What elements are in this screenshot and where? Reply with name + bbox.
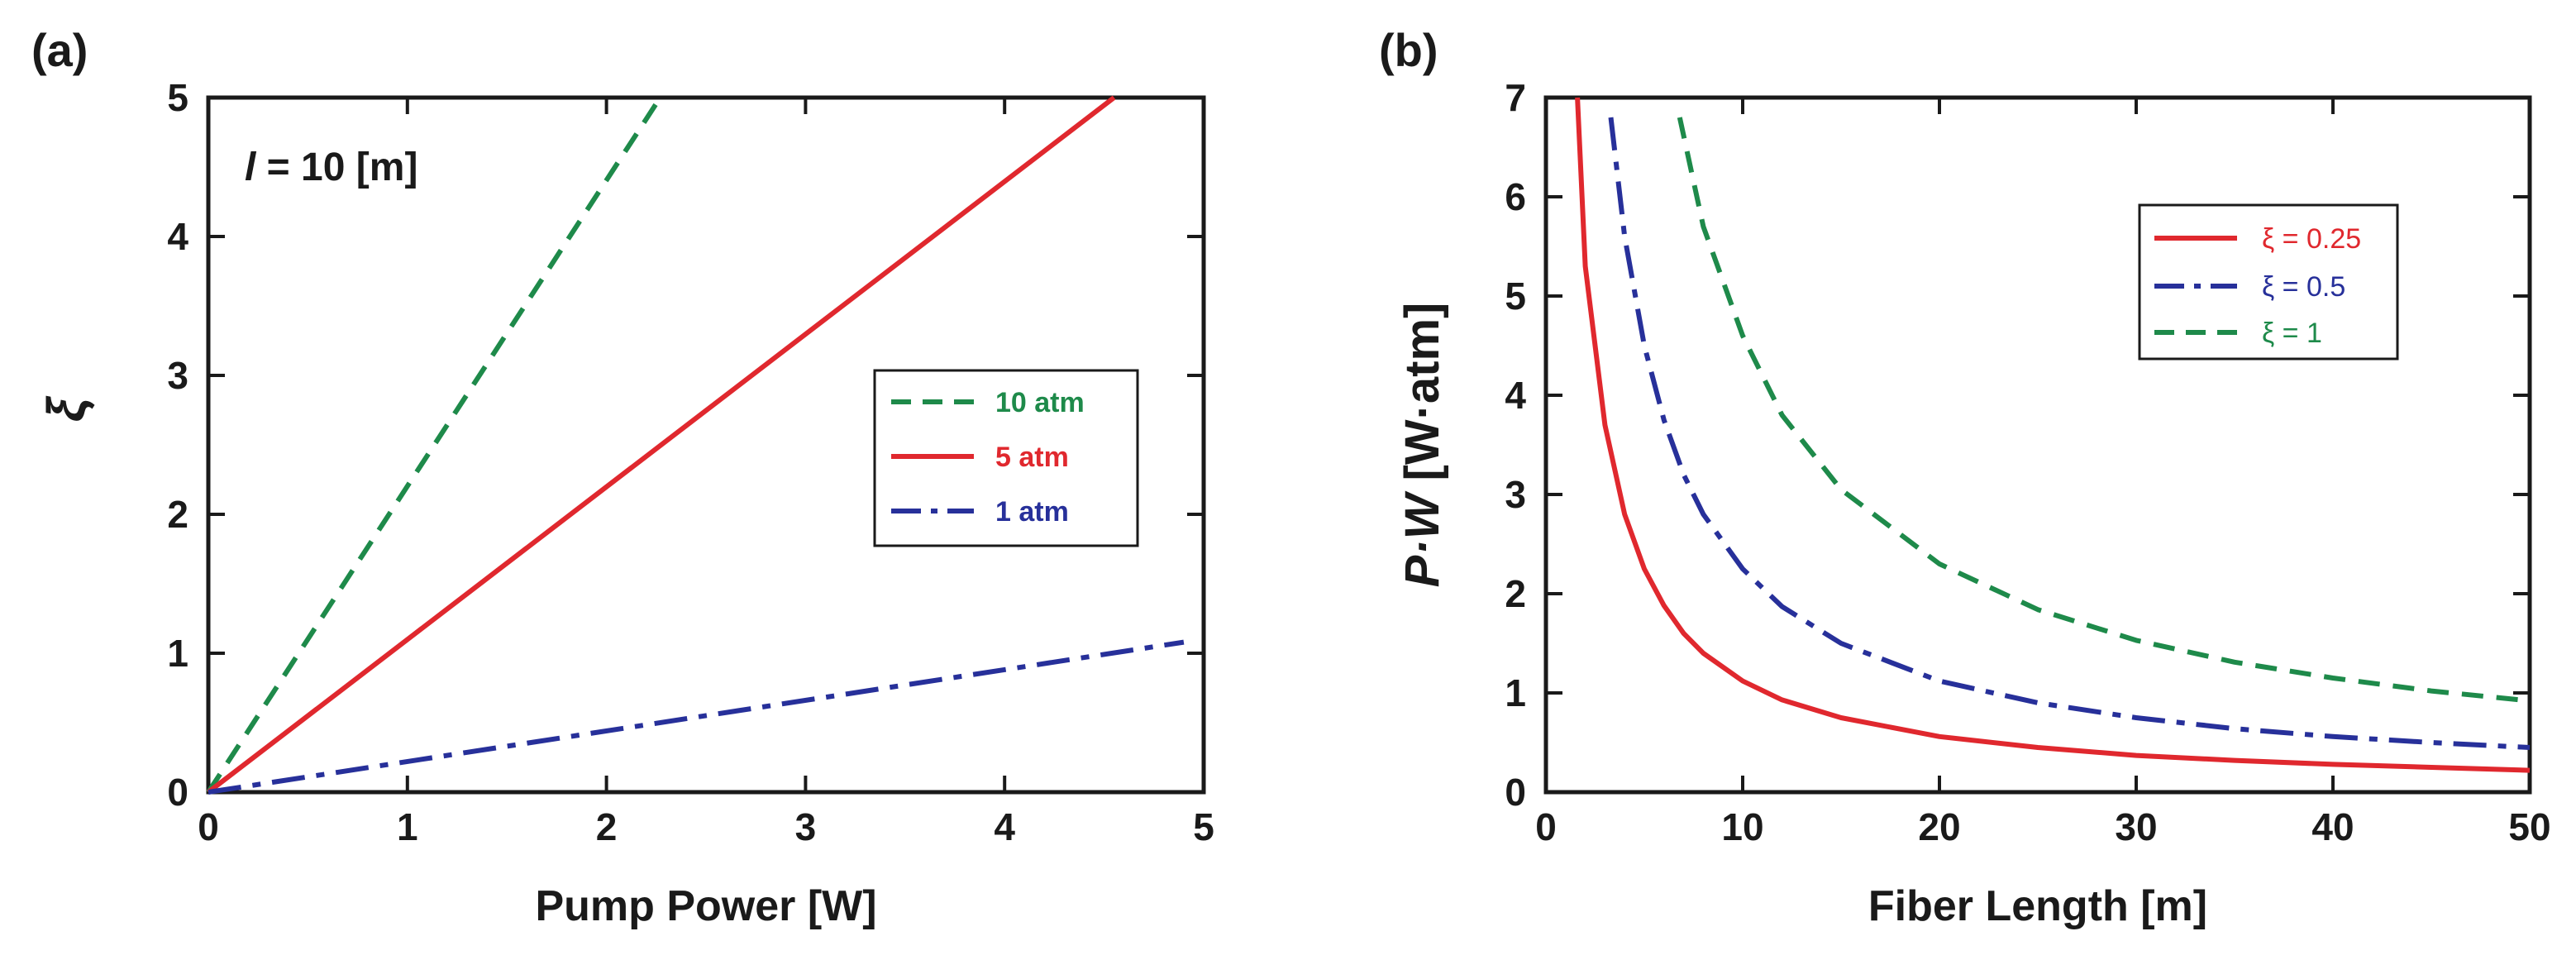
x-tick-label: 2 [596,805,618,848]
series-line-10-atm [206,96,663,794]
x-tick-label: 0 [1535,805,1557,848]
y-tick-label: 3 [1505,473,1526,516]
panel-a-y-axis-title: ξ [36,395,96,422]
y-tick-label: 3 [167,354,188,397]
panel-a-x-axis-title: Pump Power [W] [535,882,876,930]
x-tick-label: 30 [2115,805,2157,848]
series-line-xi-1 [1677,117,2531,704]
y-tick-label: 4 [167,215,188,258]
y-tick-label: 1 [167,632,188,675]
y-axis-unit: [W·atm] [1395,303,1449,494]
x-tick-label: 4 [994,805,1015,848]
y-tick-label: 0 [1505,771,1526,814]
panel-b: (b) 0 10 20 30 40 50 0 1 2 3 4 5 6 7 ξ = 0.25 ξ = 0.5… [1379,24,2551,930]
panel-b-legend: ξ = 0.25 ξ = 0.5 ξ = 1 [2138,203,2399,361]
legend-label-xi-0-5: ξ = 0.5 [2262,271,2345,303]
annotation-text: = 10 [m] [255,146,417,189]
x-tick-label: 40 [2311,805,2354,848]
panel-b-x-axis-title: Fiber Length [m] [1868,882,2207,930]
x-tick-label: 5 [1193,805,1214,848]
y-tick-label: 7 [1505,76,1526,119]
x-tick-label: 1 [397,805,418,848]
y-tick-label: 5 [1505,275,1526,318]
x-tick-label: 50 [2508,805,2550,848]
y-tick-label: 2 [167,493,188,536]
y-tick-label: 2 [1505,572,1526,615]
x-tick-label: 3 [795,805,817,848]
panel-b-legend-box [2138,203,2399,361]
x-tick-label: 10 [1721,805,1763,848]
series-line-xi-0-5 [1608,117,2531,750]
panel-a-annotation: l = 10 [m] [245,146,417,189]
panel-a-legend: 10 atm 5 atm 1 atm [873,369,1139,547]
panel-b-plot-frame [1543,95,2532,795]
legend-label-xi-1: ξ = 1 [2262,318,2322,349]
y-tick-label: 5 [167,76,188,119]
y-axis-variable: P·W [1395,490,1449,587]
panel-b-label: (b) [1379,24,1438,76]
panel-b-y-axis-title: P·W [W·atm] [1395,303,1449,588]
y-tick-label: 0 [167,771,188,814]
series-line-1-atm [208,639,1185,795]
panel-b-ticks: 0 10 20 30 40 50 0 1 2 3 4 5 6 7 [1505,76,2550,848]
annotation-variable: l [245,146,257,189]
legend-label-10-atm: 10 atm [995,387,1085,418]
panel-a: (a) 0 1 2 3 4 5 0 1 2 3 4 5 l = 10 [m] 10 atm 5 atm… [31,24,1214,930]
panel-a-label: (a) [31,24,88,76]
y-tick-label: 1 [1505,671,1526,714]
series-line-xi-0-25 [1575,97,2531,773]
x-tick-label: 20 [1918,805,1960,848]
panel-a-ticks: 0 1 2 3 4 5 0 1 2 3 4 5 [167,76,1214,848]
x-tick-label: 0 [198,805,219,848]
panel-b-series [1575,97,2531,773]
legend-label-1-atm: 1 atm [995,496,1069,528]
y-tick-label: 6 [1505,175,1526,218]
legend-label-xi-0-25: ξ = 0.25 [2262,223,2361,255]
y-tick-label: 4 [1505,374,1526,417]
series-line-5-atm [207,95,1116,795]
panel-a-plot-frame [206,95,1206,795]
panel-a-series [206,95,1185,795]
legend-label-5-atm: 5 atm [995,442,1069,473]
